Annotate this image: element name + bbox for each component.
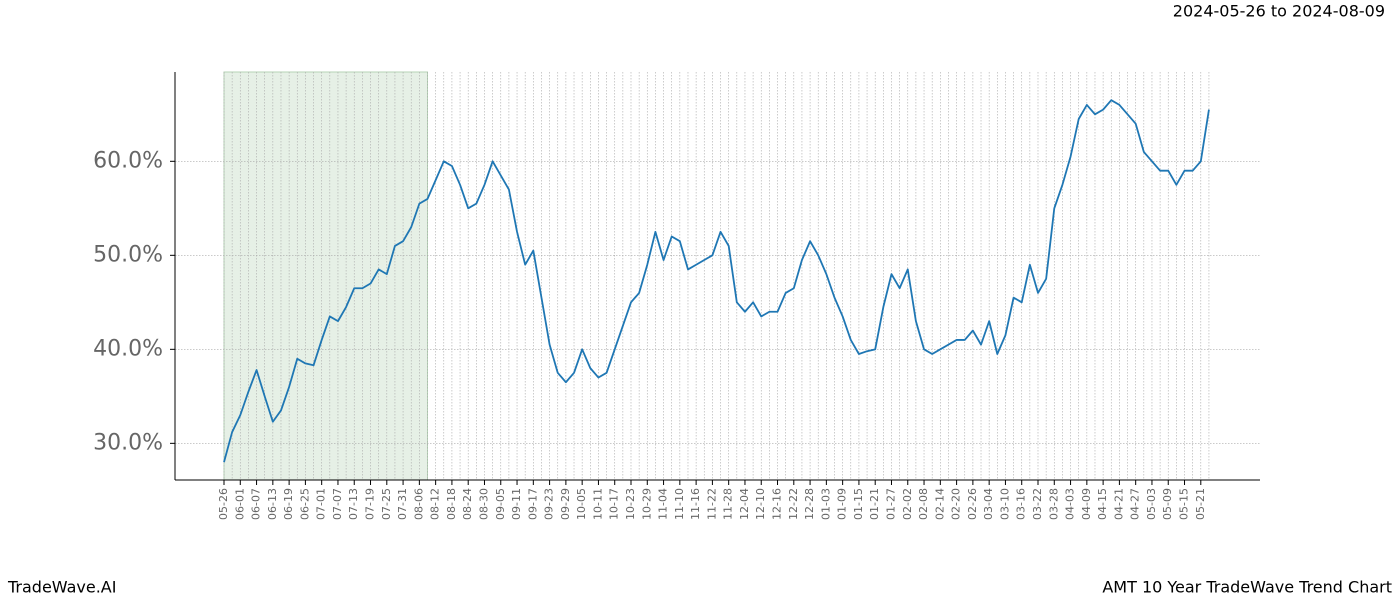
- x-tick-label: 03-16: [1015, 488, 1028, 520]
- x-tick-label: 08-12: [429, 488, 442, 520]
- x-tick-label: 04-09: [1080, 488, 1093, 520]
- x-tick-label: 02-20: [950, 488, 963, 520]
- highlight-band: [223, 71, 428, 481]
- x-tick-label: 12-16: [771, 488, 784, 520]
- x-tick-label: 01-09: [836, 488, 849, 520]
- x-tick-label: 11-28: [722, 488, 735, 520]
- x-tick-label: 09-29: [559, 488, 572, 520]
- x-tick-label: 11-04: [657, 488, 670, 520]
- footer-right: AMT 10 Year TradeWave Trend Chart: [1102, 578, 1392, 597]
- x-tick-label: 07-01: [315, 488, 328, 520]
- x-tick-label: 12-28: [803, 488, 816, 520]
- x-tick-label: 11-22: [705, 488, 718, 520]
- x-tick-label: 01-03: [819, 488, 832, 520]
- x-tick-label: 01-27: [884, 488, 897, 520]
- x-tick-label: 07-19: [364, 488, 377, 520]
- x-tick-label: 04-27: [1129, 488, 1142, 520]
- x-tick-label: 08-06: [412, 488, 425, 520]
- x-tick-label: 03-22: [1031, 488, 1044, 520]
- x-tick-label: 02-26: [966, 488, 979, 520]
- x-tick-label: 11-10: [673, 488, 686, 520]
- footer-left: TradeWave.AI: [7, 578, 116, 597]
- x-tick-label: 12-22: [787, 488, 800, 520]
- x-tick-label: 10-23: [624, 488, 637, 520]
- x-tick-label: 04-15: [1096, 488, 1109, 520]
- x-tick-label: 02-02: [901, 488, 914, 520]
- x-tick-label: 03-28: [1047, 488, 1060, 520]
- x-tick-label: 08-18: [445, 488, 458, 520]
- x-tick-label: 04-21: [1112, 488, 1125, 520]
- y-tick-label: 30.0%: [93, 430, 163, 455]
- x-tick-label: 10-05: [575, 488, 588, 520]
- x-tick-label: 05-21: [1194, 488, 1207, 520]
- x-tick-label: 06-13: [266, 488, 279, 520]
- x-tick-label: 10-29: [640, 488, 653, 520]
- x-tick-label: 10-17: [608, 488, 621, 520]
- x-tick-label: 05-03: [1145, 488, 1158, 520]
- x-tick-label: 07-13: [347, 488, 360, 520]
- x-tick-label: 09-11: [510, 488, 523, 520]
- x-tick-label: 08-30: [477, 488, 490, 520]
- y-tick-label: 60.0%: [93, 148, 163, 173]
- y-tick-label: 40.0%: [93, 336, 163, 361]
- x-tick-label: 06-25: [298, 488, 311, 520]
- x-tick-label: 05-26: [217, 488, 230, 520]
- x-tick-label: 02-08: [917, 488, 930, 520]
- x-tick-label: 07-07: [331, 488, 344, 520]
- chart-title: 2024-05-26 to 2024-08-09: [1173, 2, 1385, 21]
- x-tick-label: 01-15: [852, 488, 865, 520]
- trend-line: [223, 99, 1210, 463]
- x-tick-label: 07-31: [396, 488, 409, 520]
- y-tick-label: 50.0%: [93, 242, 163, 267]
- x-tick-label: 08-24: [461, 488, 474, 520]
- x-tick-label: 04-03: [1064, 488, 1077, 520]
- x-tick-label: 06-07: [250, 488, 263, 520]
- x-tick-label: 03-10: [998, 488, 1011, 520]
- x-tick-label: 05-15: [1178, 488, 1191, 520]
- x-tick-label: 09-17: [526, 488, 539, 520]
- x-tick-label: 03-04: [982, 488, 995, 520]
- x-tick-label: 09-23: [543, 488, 556, 520]
- x-tick-label: 01-21: [868, 488, 881, 520]
- x-tick-label: 07-25: [380, 488, 393, 520]
- x-tick-label: 09-05: [494, 488, 507, 520]
- x-tick-label: 02-14: [933, 488, 946, 520]
- x-tick-label: 06-01: [233, 488, 246, 520]
- x-tick-label: 12-04: [738, 488, 751, 520]
- x-tick-label: 11-16: [689, 488, 702, 520]
- x-tick-label: 10-11: [591, 488, 604, 520]
- x-tick-label: 05-09: [1161, 488, 1174, 520]
- x-tick-label: 06-19: [282, 488, 295, 520]
- x-tick-label: 12-10: [754, 488, 767, 520]
